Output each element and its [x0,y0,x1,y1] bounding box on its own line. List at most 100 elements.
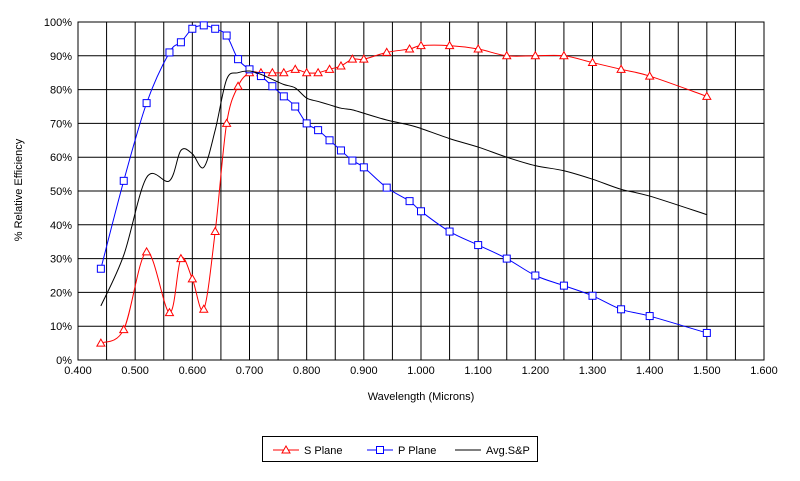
x-tick-label: 1.100 [464,365,492,377]
s-plane-point [198,304,209,313]
x-tick-label: 0.800 [293,365,321,377]
p-plane-point [222,31,231,40]
legend-label: S Plane [304,445,343,457]
p-plane-point [417,207,425,216]
p-plane-line [100,24,707,334]
x-tick-label: 1.400 [636,365,664,377]
s-plane-point [210,226,221,236]
legend-items: S Plane P Plane Avg.S&P [273,444,530,457]
s-plane-point [278,67,289,77]
avg-s-p-line [100,70,707,307]
grid-layer [77,21,765,361]
legend-label: Avg.S&P [486,445,530,457]
s-plane-point [187,273,198,283]
y-tick-label: 50% [50,186,72,198]
p-plane-point [188,24,197,33]
p-plane-point [119,176,128,185]
x-tick-label: 0.500 [121,365,149,377]
s-plane-point [444,40,455,50]
p-plane-point [268,82,277,91]
p-plane-point [588,291,597,300]
y-tick-label: 0% [56,355,72,367]
x-tick-label: 0.900 [350,365,378,377]
legend-item-avg-s-p: Avg.S&P [455,445,530,457]
series-layer [96,21,712,347]
s-plane-point [559,50,569,60]
s-plane-point [644,71,655,80]
y-tick-label: 80% [50,85,72,97]
y-tick-label: 60% [50,152,72,164]
s-plane-point [416,40,426,50]
p-plane-point [502,254,511,263]
p-plane-point [531,271,540,280]
x-tick-label: 1.000 [407,365,435,377]
s-plane-point [587,57,598,67]
p-plane-point [559,281,568,290]
s-plane-series [96,40,712,347]
y-tick-label: 40% [50,220,72,232]
legend-label: P Plane [398,445,436,457]
p-plane-point [245,65,254,74]
s-plane-point [701,91,712,100]
x-tick-label: 1.500 [693,365,721,377]
p-plane-point [199,21,208,30]
p-plane-point [96,264,105,273]
legend-item-s-plane: S Plane [273,444,343,457]
p-plane-series [96,21,711,337]
axis-layer: 0% 10% 20% 30% 40% 50% 60% 70% 80% 90% 100% 0.400 0.… [44,17,778,377]
p-plane-point [702,328,711,337]
s-plane-point [176,253,186,263]
y-tick-label: 90% [50,51,72,63]
x-tick-label: 1.200 [522,365,550,377]
p-plane-point [445,227,454,236]
s-plane-point [501,50,512,60]
s-plane-point [530,50,541,60]
s-plane-point [336,60,346,70]
p-plane-point [645,312,654,321]
p-plane-point [348,156,357,165]
p-plane-point [165,48,174,57]
s-plane-point [347,54,358,63]
p-plane-point [359,163,368,172]
p-plane-point [291,102,300,111]
x-tick-label: 0.700 [236,365,264,377]
x-axis-label: Wavelength (Microns) [368,391,475,403]
y-tick-label: 100% [44,17,72,29]
y-axis-label: % Relative Efficiency [13,138,25,241]
s-plane-point [301,67,312,77]
p-plane-point [142,99,151,108]
p-plane-point [176,38,185,47]
legend-swatch-marker [376,446,384,454]
s-plane-point [313,67,323,77]
s-plane-point [141,246,152,256]
x-tick-label: 0.400 [64,365,92,377]
p-plane-point [336,146,345,155]
p-plane-point [302,119,311,128]
s-plane-point [290,64,301,73]
legend-item-p-plane: P Plane [367,445,436,457]
s-plane-point [358,54,369,63]
avg-s-p-series [100,70,707,307]
s-plane-point [473,44,484,53]
y-tick-label: 30% [50,254,72,266]
y-tick-label: 10% [50,321,72,333]
p-plane-point [617,305,626,314]
x-tick-label: 0.600 [179,365,207,377]
s-plane-point [164,307,175,317]
x-tick-label: 1.600 [750,365,778,377]
s-plane-point [96,338,106,347]
s-plane-point [381,47,392,56]
p-plane-point [279,92,288,101]
s-plane-point [267,67,278,77]
s-plane-point [324,64,335,73]
s-plane-point [616,64,626,73]
s-plane-point [233,81,243,90]
p-plane-point [314,126,323,135]
x-tick-label: 1.300 [579,365,607,377]
y-tick-label: 70% [50,118,72,130]
plot-area-border [77,21,765,361]
p-plane-point [211,24,220,33]
s-plane-point [118,324,129,334]
